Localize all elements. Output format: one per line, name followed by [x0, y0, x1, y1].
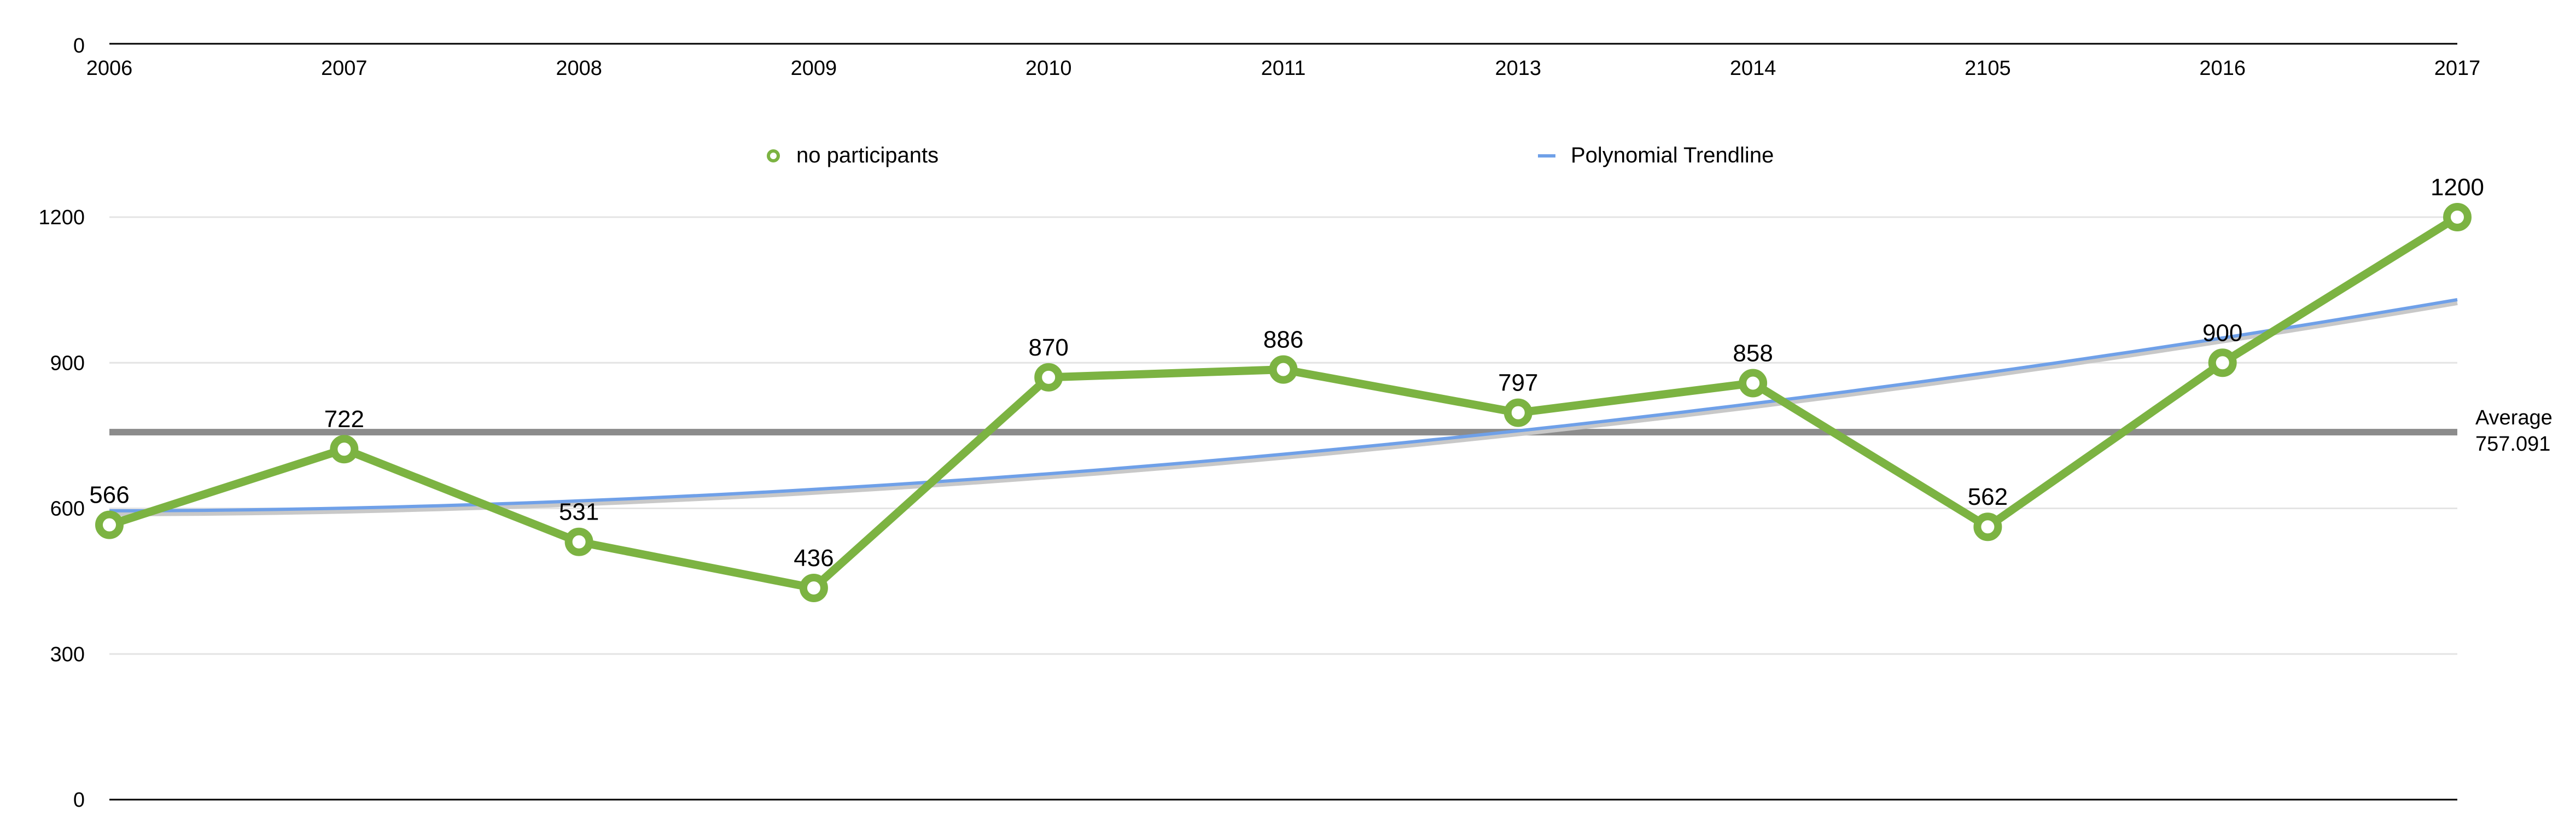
top-axis-tick-label: 2006	[86, 57, 133, 80]
top-axis-tick-label: 2008	[556, 57, 602, 80]
top-axis-tick-label: 2009	[791, 57, 837, 80]
data-point	[1503, 398, 1532, 427]
legend-label-trendline: Polynomial Trendline	[1571, 143, 1774, 167]
top-axis-y-label: 0	[73, 34, 85, 57]
data-label: 722	[324, 406, 364, 433]
top-axis-tick-label: 2010	[1025, 57, 1072, 80]
top-axis-tick-label: 2007	[321, 57, 368, 80]
top-axis-tick-labels: 2006 2007 2008 2009 2010 2011 2013 2014 2105 2016…	[86, 57, 2481, 80]
data-point	[330, 435, 359, 464]
y-tick-label: 0	[73, 789, 85, 812]
legend-line-marker-icon	[1538, 154, 1555, 158]
legend-label-series: no participants	[796, 143, 939, 167]
y-tick-label: 300	[50, 643, 85, 666]
data-label: 870	[1028, 334, 1068, 361]
data-point	[1034, 363, 1063, 392]
data-point	[1739, 369, 1768, 398]
legend-item-trendline: Polynomial Trendline	[1537, 143, 1774, 168]
top-axis-tick-label: 2105	[1965, 57, 2011, 80]
data-label: 562	[1968, 483, 2008, 510]
top-axis: 0 2006 2007 2008 2009 2010 2011 2013 2014 2105 20…	[73, 34, 2480, 80]
data-point	[799, 574, 828, 603]
y-axis-tick-labels: 0 300 600 900 1200	[38, 206, 85, 812]
data-label: 566	[89, 482, 129, 509]
average-annotation-label: Average	[2475, 406, 2552, 429]
data-point	[2443, 203, 2472, 231]
top-axis-tick-label: 2013	[1495, 57, 1542, 80]
data-label: 797	[1498, 370, 1538, 397]
top-axis-tick-label: 2011	[1261, 57, 1306, 80]
data-label: 531	[559, 499, 599, 526]
series-line-no-participants	[108, 213, 2460, 592]
average-annotation-value: 757.091	[2475, 433, 2551, 456]
legend-circle-marker-icon	[767, 149, 780, 162]
top-axis-tick-label: 2016	[2199, 57, 2246, 80]
data-label: 886	[1263, 327, 1303, 353]
data-point	[1973, 512, 2002, 541]
data-label: 858	[1733, 340, 1773, 367]
data-point	[2208, 348, 2237, 377]
data-point	[1269, 355, 1298, 384]
data-labels: 566 722 531 436 870 886 797 858 562 900 1200	[89, 174, 2484, 572]
average-annotation: Average 757.091	[2475, 405, 2552, 457]
gridlines	[109, 216, 2457, 655]
top-axis-tick-label: 2014	[1730, 57, 1776, 80]
top-axis-tick-label: 2017	[2434, 57, 2481, 80]
data-label: 1200	[2431, 174, 2484, 201]
data-label: 436	[794, 545, 834, 572]
data-point	[564, 527, 593, 556]
data-point	[95, 510, 124, 539]
y-tick-label: 600	[50, 498, 85, 521]
trendline	[109, 298, 2458, 512]
data-points	[95, 203, 2472, 603]
y-tick-label: 1200	[38, 206, 85, 229]
data-label: 900	[2202, 319, 2242, 346]
legend-item-series: no participants	[765, 143, 939, 168]
y-tick-label: 900	[50, 352, 85, 375]
